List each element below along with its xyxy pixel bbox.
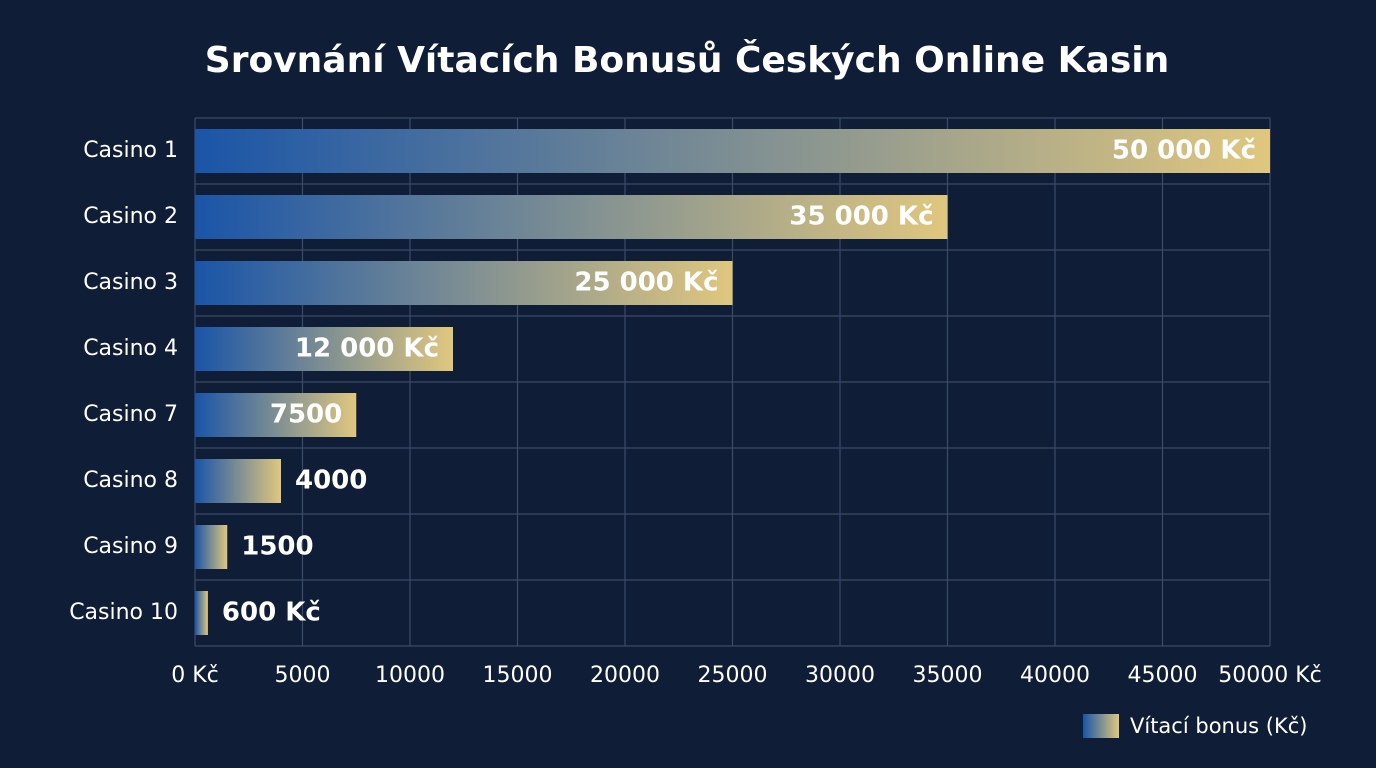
value-label: 12 000 Kč [295,334,439,364]
value-label: 35 000 Kč [789,202,933,232]
y-tick-label: Casino 1 [83,138,178,163]
x-tick-label: 20000 [590,663,660,688]
x-tick-label: 10000 [375,663,445,688]
x-tick-label: 0 Kč [171,663,219,688]
bar [195,327,453,371]
x-tick-label: 45000 [1128,663,1198,688]
value-label: 50 000 Kč [1112,136,1256,166]
value-label: 4000 [295,466,367,496]
bar [195,459,281,503]
value-label: 7500 [270,400,342,430]
x-tick-label: 40000 [1020,663,1090,688]
legend-swatch [1083,714,1119,738]
y-tick-label: Casino 3 [83,270,178,295]
bar [195,525,228,569]
x-tick-label: 50000 Kč [1218,663,1322,688]
x-tick-label: 30000 [805,663,875,688]
bar [195,393,357,437]
bar [195,591,208,635]
bar [195,129,1270,173]
y-tick-label: Casino 10 [69,600,178,625]
legend-label: Vítací bonus (Kč) [1130,714,1307,738]
value-label: 1500 [241,532,313,562]
chart-title: Srovnání Vítacích Bonusů Českých Online … [205,39,1169,81]
x-tick-label: 5000 [275,663,331,688]
bar [195,261,733,305]
y-tick-label: Casino 4 [83,336,178,361]
bar [195,195,948,239]
y-tick-label: Casino 9 [83,534,178,559]
x-tick-label: 25000 [698,663,768,688]
y-tick-label: Casino 7 [83,402,178,427]
x-tick-label: 15000 [483,663,553,688]
x-tick-label: 35000 [913,663,983,688]
y-tick-label: Casino 2 [83,204,178,229]
value-label: 600 Kč [222,598,321,628]
y-tick-label: Casino 8 [83,468,178,493]
value-label: 25 000 Kč [574,268,718,298]
